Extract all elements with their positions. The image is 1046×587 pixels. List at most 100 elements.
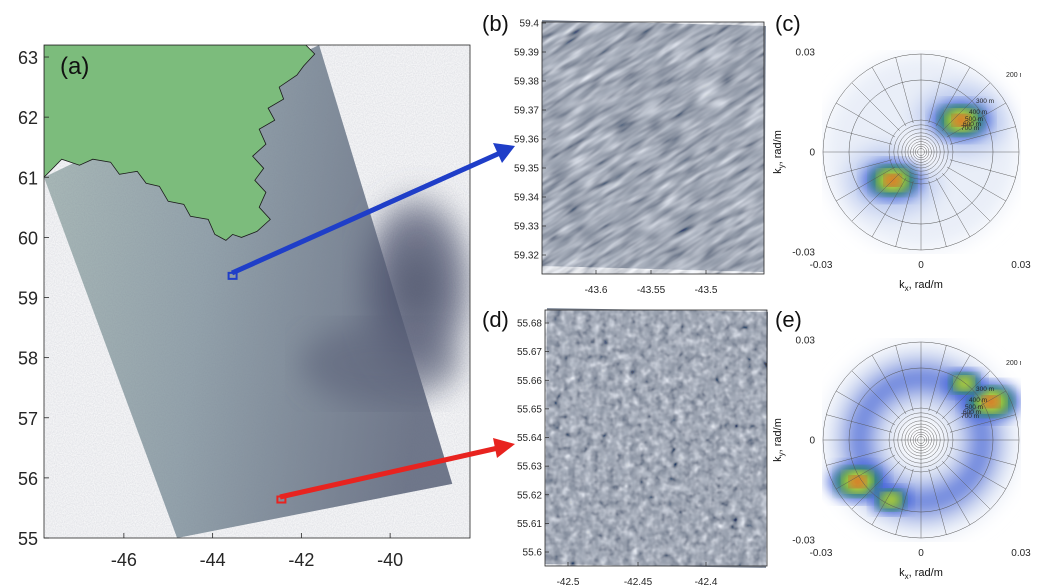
tick-label: -42.45: [624, 577, 653, 587]
a-ytick-label: 55: [18, 529, 38, 549]
a-ytick-label: 57: [18, 409, 38, 429]
polar-spoke: [851, 173, 900, 222]
wavelength-label: 300 m: [976, 98, 994, 105]
polar-spoke: [871, 355, 907, 415]
polar-spoke: [946, 454, 1006, 490]
polar-spoke: [935, 177, 971, 237]
polar-spoke: [949, 414, 1016, 433]
panel-c-ylabel: ky, rad/m: [772, 130, 786, 174]
tick-label: 59.36: [514, 135, 539, 146]
tick-label: 0.03: [796, 336, 816, 347]
polar-spoke: [895, 468, 914, 535]
tick-label: 55.65: [517, 404, 542, 415]
a-xtick-label: -44: [200, 550, 226, 570]
tick-label: 0: [809, 148, 815, 159]
polar-spoke: [836, 102, 896, 138]
polar-spoke: [895, 57, 914, 124]
polar-spoke: [851, 370, 900, 419]
polar-spoke: [851, 82, 900, 131]
a-ytick-label: 61: [18, 168, 38, 188]
tick-label: 59.38: [514, 77, 539, 88]
polar-spoke: [949, 126, 1016, 145]
a-ytick-label: 59: [18, 289, 38, 309]
polar-spoke: [836, 454, 896, 490]
panel-c-label: (c): [775, 11, 801, 36]
a-ytick-label: 60: [18, 228, 38, 248]
panel-d-label: (d): [482, 307, 509, 332]
panel-c-xlabel: kx, rad/m: [899, 279, 943, 293]
wavelength-label: 400 m: [969, 109, 987, 116]
wavelength-label: 700 m: [961, 413, 979, 420]
panel-e-xlabel: kx, rad/m: [899, 567, 943, 581]
tick-label: -43.5: [695, 285, 718, 296]
tick-label: 55.6: [523, 548, 543, 559]
tick-label: -43.55: [637, 285, 666, 296]
polar-spoke: [826, 126, 893, 145]
tick-label: 59.39: [514, 48, 539, 59]
tick-label: -0.03: [792, 536, 815, 547]
tick-label: 55.64: [517, 433, 542, 444]
panel-a-label: (a): [60, 53, 89, 80]
wavelength-label: 400 m: [969, 397, 987, 404]
blue-arrow: [230, 150, 502, 276]
tick-label: 0: [918, 548, 924, 559]
wavelength-label: 300 m: [976, 386, 994, 393]
tick-label: 0.03: [1011, 548, 1031, 559]
wavelength-label: 700 m: [961, 125, 979, 132]
polar-spoke: [935, 465, 971, 525]
tick-label: 59.35: [514, 164, 539, 175]
panel-b-frame: [541, 21, 765, 275]
tick-label: 55.67: [517, 347, 542, 358]
a-ytick-label: 63: [18, 48, 38, 68]
tick-label: -43.6: [585, 285, 608, 296]
wavelength-label: 200 m: [1006, 360, 1026, 367]
tick-label: 0: [918, 260, 924, 271]
dark-band: [301, 323, 462, 404]
a-ytick-label: 58: [18, 349, 38, 369]
red-arrow: [279, 445, 499, 500]
polar-spoke: [946, 166, 1006, 202]
tick-label: -0.03: [792, 248, 815, 259]
polar-spoke: [871, 67, 907, 127]
polar-spoke: [935, 355, 971, 415]
tick-label: -42.5: [557, 577, 580, 587]
panel-e-label: (e): [775, 307, 802, 332]
polar-spoke: [942, 370, 991, 419]
panel-a-map: -46 -44 -42 -40 63 62 61 60 59 58 57 56 55 (a): [18, 44, 471, 570]
polar-spoke: [826, 159, 893, 178]
wavelength-label: 600 m: [963, 409, 981, 416]
panel-b-image: 59.4 59.39 59.38 59.37 59.36 59.35 59.34 59.33 5…: [482, 11, 766, 296]
tick-label: 55.66: [517, 376, 542, 387]
polar-spoke: [942, 82, 991, 131]
polar-spoke: [836, 166, 896, 202]
panel-d-image: 55.68 55.67 55.66 55.65 55.64 55.63 55.62 55.61…: [482, 307, 768, 587]
polar-spoke: [851, 461, 900, 510]
polar-spoke: [928, 468, 947, 535]
tick-label: 55.62: [517, 490, 542, 501]
a-xtick-label: -46: [111, 550, 137, 570]
tick-label: 55.63: [517, 462, 542, 473]
polar-spoke: [946, 390, 1006, 426]
tick-label: 0.03: [1011, 260, 1031, 271]
panel-b-label: (b): [482, 11, 509, 36]
polar-spoke: [942, 461, 991, 510]
panel-e-ylabel: ky, rad/m: [772, 418, 786, 462]
polar-spoke: [928, 57, 947, 124]
polar-spoke: [942, 173, 991, 222]
a-ytick-label: 56: [18, 469, 38, 489]
tick-label: 59.37: [514, 106, 539, 117]
tick-label: 55.68: [517, 319, 542, 330]
polar-spoke: [895, 345, 914, 412]
red-arrowhead: [493, 438, 515, 458]
polar-spoke: [871, 465, 907, 525]
polar-spoke: [836, 390, 896, 426]
polar-spoke: [935, 67, 971, 127]
blue-arrowhead: [493, 143, 515, 163]
panel-d-frame: [544, 309, 768, 567]
polar-spoke: [826, 447, 893, 466]
wavelength-label: 200 m: [1006, 72, 1026, 79]
a-ytick-label: 62: [18, 108, 38, 128]
tick-label: 55.61: [517, 519, 542, 530]
polar-spoke: [895, 180, 914, 247]
